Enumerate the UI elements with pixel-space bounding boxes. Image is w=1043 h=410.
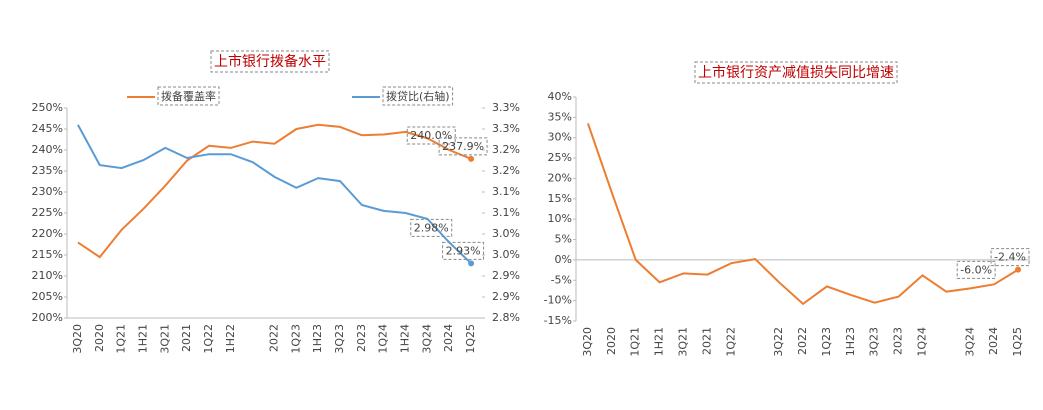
x-tick-label: 3Q21 bbox=[158, 324, 171, 354]
y-tick-label: 220% bbox=[32, 227, 63, 240]
series-line bbox=[77, 124, 472, 265]
y2-tick-label: 2.9% bbox=[492, 269, 520, 282]
y2-tick-label: 3.3% bbox=[492, 122, 520, 135]
y-tick-label: 15% bbox=[548, 192, 572, 205]
y-tick-label: 20% bbox=[548, 171, 572, 184]
label-box bbox=[694, 61, 898, 84]
x-tick-label: 1Q22 bbox=[202, 324, 215, 354]
x-tick-label: 1Q25 bbox=[464, 324, 477, 354]
label-box bbox=[382, 86, 454, 106]
y-tick-label: 0% bbox=[555, 253, 572, 266]
y2-tick-label: 3.1% bbox=[492, 185, 520, 198]
x-tick-label: 1H23 bbox=[844, 327, 857, 356]
end-marker bbox=[468, 260, 475, 267]
x-tick-label: 3Q23 bbox=[868, 327, 881, 357]
y2-tick-label: 2.9% bbox=[492, 290, 520, 303]
x-tick-label: 1Q21 bbox=[115, 324, 128, 354]
y-tick-label: 250% bbox=[32, 101, 63, 114]
label-box bbox=[438, 137, 488, 156]
x-tick-label: 1Q21 bbox=[629, 327, 642, 357]
legend-label: 拨贷比(右轴) bbox=[386, 89, 450, 103]
data-label: 237.9% bbox=[442, 140, 484, 153]
y-tick-label: 200% bbox=[32, 311, 63, 324]
y-tick-label: 240% bbox=[32, 143, 63, 156]
x-tick-label: 2024 bbox=[442, 324, 455, 352]
x-tick-label: 2022 bbox=[796, 327, 809, 355]
y2-tick-label: 3.2% bbox=[492, 143, 520, 156]
y-tick-label: 40% bbox=[548, 90, 572, 103]
y-tick-label: 25% bbox=[548, 151, 572, 164]
y-tick-label: 210% bbox=[32, 269, 63, 282]
x-tick-label: 1H23 bbox=[311, 324, 324, 353]
x-tick-label: 3Q23 bbox=[333, 324, 346, 354]
y-tick-label: 205% bbox=[32, 290, 63, 303]
y2-tick-label: 3.1% bbox=[492, 206, 520, 219]
x-tick-label: 3Q24 bbox=[963, 327, 976, 357]
y2-tick-label: 3.0% bbox=[492, 248, 520, 261]
data-label: 240.0% bbox=[410, 129, 452, 142]
y-tick-label: 10% bbox=[548, 212, 572, 225]
x-tick-label: 1Q24 bbox=[915, 327, 928, 357]
label-box bbox=[442, 241, 485, 260]
y2-tick-label: 3.0% bbox=[492, 227, 520, 240]
data-label: -2.4% bbox=[994, 251, 1026, 264]
x-tick-label: 2022 bbox=[268, 324, 281, 352]
y-tick-label: -5% bbox=[551, 273, 572, 286]
y-tick-label: 245% bbox=[32, 122, 63, 135]
label-box bbox=[956, 260, 996, 279]
series-line bbox=[587, 123, 1019, 306]
x-tick-label: 3Q20 bbox=[581, 327, 594, 357]
label-box bbox=[210, 50, 330, 73]
y-tick-label: 35% bbox=[548, 110, 572, 123]
y-tick-label: 215% bbox=[32, 248, 63, 261]
x-tick-label: 1Q25 bbox=[1011, 327, 1024, 357]
legend-label: 拨备覆盖率 bbox=[161, 89, 216, 103]
x-tick-label: 3Q20 bbox=[71, 324, 84, 354]
data-label: 2.98% bbox=[414, 221, 449, 234]
x-tick-label: 2021 bbox=[700, 327, 713, 355]
data-label: -6.0% bbox=[960, 263, 992, 276]
chart-title: 上市银行拨备水平 bbox=[214, 53, 326, 70]
x-tick-label: 1H21 bbox=[136, 324, 149, 353]
y-tick-label: 235% bbox=[32, 164, 63, 177]
end-marker bbox=[1015, 266, 1022, 273]
chart-title: 上市银行资产减值损失同比增速 bbox=[698, 64, 894, 81]
x-tick-label: 3Q22 bbox=[772, 327, 785, 357]
data-label: 2.93% bbox=[446, 244, 481, 257]
x-tick-label: 2020 bbox=[93, 324, 106, 352]
y-tick-label: 30% bbox=[548, 131, 572, 144]
x-tick-label: 1Q24 bbox=[377, 324, 390, 354]
label-box bbox=[410, 218, 453, 237]
label-box bbox=[157, 86, 220, 106]
x-tick-label: 1H22 bbox=[224, 324, 237, 353]
x-tick-label: 2021 bbox=[180, 324, 193, 352]
y2-tick-label: 3.2% bbox=[492, 164, 520, 177]
x-tick-label: 1H24 bbox=[399, 324, 412, 353]
x-tick-label: 1Q22 bbox=[724, 327, 737, 357]
y2-tick-label: 3.3% bbox=[492, 101, 520, 114]
y-tick-label: -10% bbox=[544, 294, 572, 307]
label-box bbox=[990, 248, 1030, 267]
y-tick-label: 225% bbox=[32, 206, 63, 219]
x-tick-label: 2024 bbox=[987, 327, 1000, 355]
x-tick-label: 3Q21 bbox=[677, 327, 690, 357]
x-tick-label: 1Q23 bbox=[820, 327, 833, 357]
x-tick-label: 2023 bbox=[892, 327, 905, 355]
x-tick-label: 1H21 bbox=[653, 327, 666, 356]
series-line bbox=[77, 123, 472, 259]
x-tick-label: 1Q23 bbox=[289, 324, 302, 354]
label-box bbox=[406, 126, 456, 145]
x-tick-label: 2020 bbox=[605, 327, 618, 355]
x-tick-label: 3Q24 bbox=[420, 324, 433, 354]
y-tick-label: -15% bbox=[544, 314, 572, 327]
x-tick-label: 2023 bbox=[355, 324, 368, 352]
y2-tick-label: 2.8% bbox=[492, 311, 520, 324]
end-marker bbox=[468, 155, 475, 162]
y-tick-label: 230% bbox=[32, 185, 63, 198]
y-tick-label: 5% bbox=[555, 233, 572, 246]
